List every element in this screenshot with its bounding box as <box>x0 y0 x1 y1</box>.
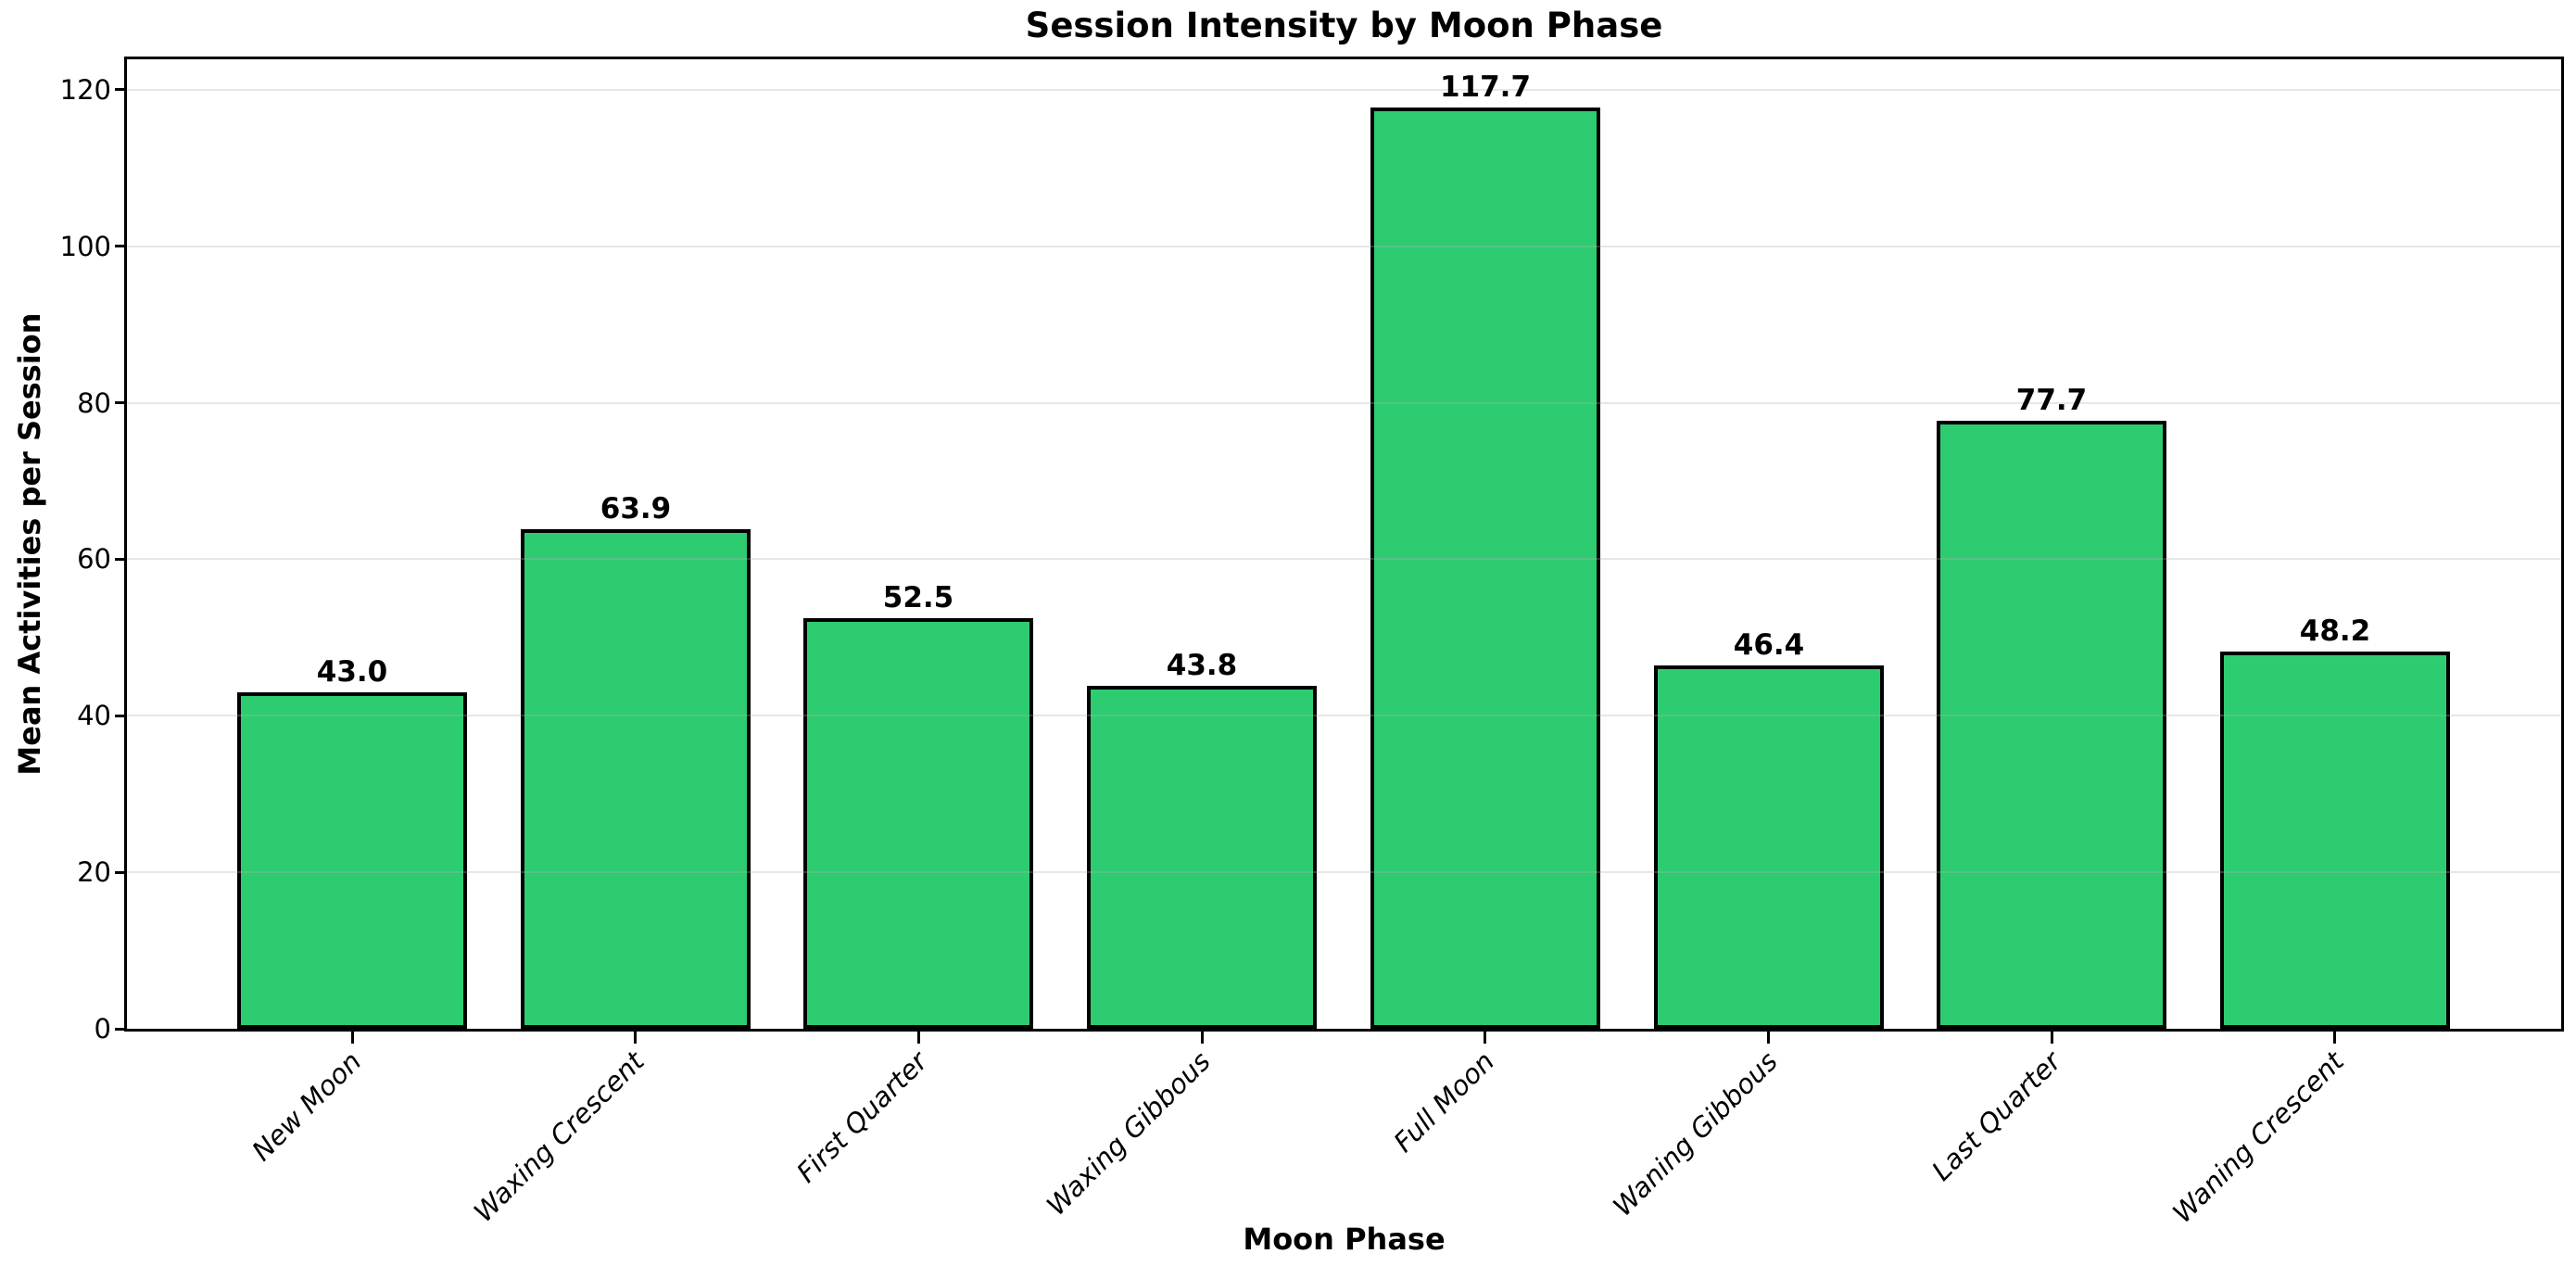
bar-new-moon <box>237 692 467 1029</box>
bar-value-label-waning-crescent: 48.2 <box>2299 614 2371 648</box>
bar-last-quarter <box>1937 421 2166 1029</box>
gridline-y-20 <box>127 871 2561 874</box>
xtick-label-waxing-gibbous: Waxing Gibbous <box>1041 1045 1218 1222</box>
ytick-label-0: 0 <box>94 1013 111 1045</box>
xtick-label-waning-crescent: Waning Crescent <box>2166 1045 2351 1229</box>
bar-value-label-full-moon: 117.7 <box>1439 70 1532 104</box>
ytick-mark-40 <box>115 714 127 717</box>
ytick-mark-100 <box>115 245 127 248</box>
ytick-label-60: 60 <box>77 543 111 576</box>
ytick-mark-60 <box>115 557 127 561</box>
ytick-label-20: 20 <box>77 856 111 889</box>
xtick-label-new-moon: New Moon <box>245 1045 368 1168</box>
xtick-label-waning-gibbous: Waning Gibbous <box>1606 1045 1784 1222</box>
xtick-label-waxing-crescent: Waxing Crescent <box>467 1045 650 1229</box>
gridline-y-40 <box>127 715 2561 717</box>
ytick-label-120: 120 <box>59 73 111 106</box>
ytick-label-100: 100 <box>59 230 111 262</box>
bar-value-label-first-quarter: 52.5 <box>882 581 954 614</box>
bar-waning-crescent <box>2220 652 2450 1029</box>
xtick-mark-waxing-gibbous <box>1200 1032 1204 1044</box>
xtick-mark-last-quarter <box>2050 1032 2053 1044</box>
bar-waxing-crescent <box>521 529 751 1029</box>
ytick-label-40: 40 <box>77 700 111 732</box>
bar-first-quarter <box>803 618 1033 1029</box>
xtick-label-last-quarter: Last Quarter <box>1925 1045 2067 1187</box>
xtick-mark-new-moon <box>350 1032 354 1044</box>
bar-waxing-gibbous <box>1087 686 1317 1029</box>
xtick-mark-waning-gibbous <box>1767 1032 1771 1044</box>
gridline-y-100 <box>127 245 2561 247</box>
xtick-label-full-moon: Full Moon <box>1387 1045 1500 1159</box>
bar-value-label-waxing-crescent: 63.9 <box>600 492 672 526</box>
bar-full-moon <box>1370 108 1600 1029</box>
xtick-mark-full-moon <box>1484 1032 1487 1044</box>
ytick-mark-0 <box>115 1027 127 1031</box>
xtick-mark-first-quarter <box>916 1032 920 1044</box>
xtick-mark-waning-crescent <box>2333 1032 2337 1044</box>
x-axis-label: Moon Phase <box>1243 1222 1446 1257</box>
bar-value-label-last-quarter: 77.7 <box>2015 384 2088 417</box>
plot-area: 43.0 63.9 52.5 43.8 117.7 46.4 77.7 48.2 <box>124 57 2564 1032</box>
ytick-mark-120 <box>115 88 127 92</box>
gridline-y-120 <box>127 88 2561 91</box>
ytick-mark-20 <box>115 870 127 874</box>
bar-value-label-new-moon: 43.0 <box>316 655 388 689</box>
bar-waning-gibbous <box>1654 665 1884 1029</box>
gridline-y-60 <box>127 558 2561 561</box>
bar-value-label-waning-gibbous: 46.4 <box>1733 628 1805 662</box>
xtick-mark-waxing-crescent <box>634 1032 638 1044</box>
ytick-mark-80 <box>115 401 127 405</box>
gridline-y-80 <box>127 401 2561 404</box>
bar-value-label-waxing-gibbous: 43.8 <box>1166 649 1238 682</box>
ytick-label-80: 80 <box>77 386 111 419</box>
chart-title: Session Intensity by Moon Phase <box>1025 6 1663 45</box>
xtick-label-first-quarter: First Quarter <box>790 1045 934 1189</box>
